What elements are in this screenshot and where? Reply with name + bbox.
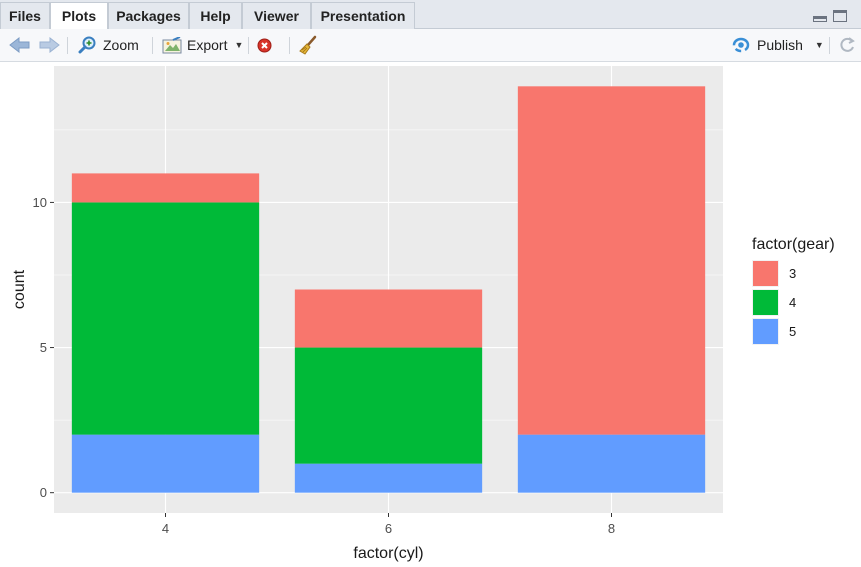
tab-help[interactable]: Help [189, 2, 242, 29]
legend-swatch [753, 290, 778, 315]
ggplot-stacked-bar-chart: 0 5 10 4 6 8 count factor(cyl) factor(gear) … [0, 62, 861, 567]
toolbar-separator [67, 37, 68, 54]
tab-packages[interactable]: Packages [108, 2, 189, 29]
y-tick-label: 5 [40, 340, 47, 355]
export-dropdown-caret-icon: ▼ [234, 40, 244, 50]
zoom-button[interactable]: Zoom [78, 29, 139, 61]
legend-label: 3 [789, 266, 796, 281]
legend-swatch [753, 319, 778, 344]
tab-presentation[interactable]: Presentation [311, 2, 415, 29]
zoom-icon [78, 36, 97, 55]
back-arrow-icon[interactable] [9, 29, 31, 61]
legend-title: factor(gear) [752, 236, 835, 253]
bar-segment [71, 202, 260, 435]
toolbar-separator [248, 37, 249, 54]
tab-plots[interactable]: Plots [50, 2, 108, 30]
bar-segment [517, 86, 706, 435]
y-axis: 0 5 10 [33, 195, 54, 500]
bar-segment [517, 434, 706, 493]
remove-plot-icon [257, 38, 272, 53]
clear-all-plots-button[interactable] [298, 29, 318, 61]
tab-viewer[interactable]: Viewer [242, 2, 311, 29]
publish-label: Publish [757, 37, 803, 53]
tab-files[interactable]: Files [0, 2, 50, 29]
pane-tab-bar: Files Plots Packages Help Viewer Present… [0, 0, 861, 30]
refresh-icon[interactable] [838, 29, 856, 61]
x-tick-label: 8 [608, 521, 615, 536]
legend-label: 4 [789, 295, 796, 310]
minimize-pane-icon[interactable] [813, 16, 827, 22]
zoom-label: Zoom [103, 37, 139, 53]
x-tick-label: 4 [162, 521, 169, 536]
bar-segment [294, 463, 483, 493]
export-image-icon [162, 36, 183, 54]
x-axis: 4 6 8 [162, 513, 615, 536]
bar-segment [71, 434, 260, 493]
publish-icon [731, 37, 751, 53]
publish-button[interactable]: Publish ▼ [731, 29, 824, 61]
bar-segment [294, 289, 483, 348]
publish-dropdown-caret-icon: ▼ [814, 40, 824, 50]
plots-toolbar: Zoom Export ▼ Publish ▼ [0, 29, 861, 62]
broom-icon [298, 35, 318, 55]
y-tick-label: 10 [33, 195, 47, 210]
legend-label: 5 [789, 324, 796, 339]
toolbar-separator [152, 37, 153, 54]
x-axis-title: factor(cyl) [353, 545, 423, 562]
export-menu-button[interactable]: Export ▼ [162, 29, 243, 61]
x-tick-label: 6 [385, 521, 392, 536]
legend-swatch [753, 261, 778, 286]
forward-arrow-icon[interactable] [38, 29, 60, 61]
y-axis-title: count [11, 269, 28, 309]
remove-plot-button[interactable] [257, 29, 272, 61]
maximize-pane-icon[interactable] [833, 10, 847, 22]
toolbar-separator [829, 37, 830, 54]
legend: factor(gear) 3 4 5 [752, 236, 835, 345]
bar-segment [294, 347, 483, 464]
toolbar-separator [289, 37, 290, 54]
bars [71, 86, 706, 493]
y-tick-label: 0 [40, 485, 47, 500]
export-label: Export [187, 37, 228, 53]
bar-segment [71, 173, 260, 203]
